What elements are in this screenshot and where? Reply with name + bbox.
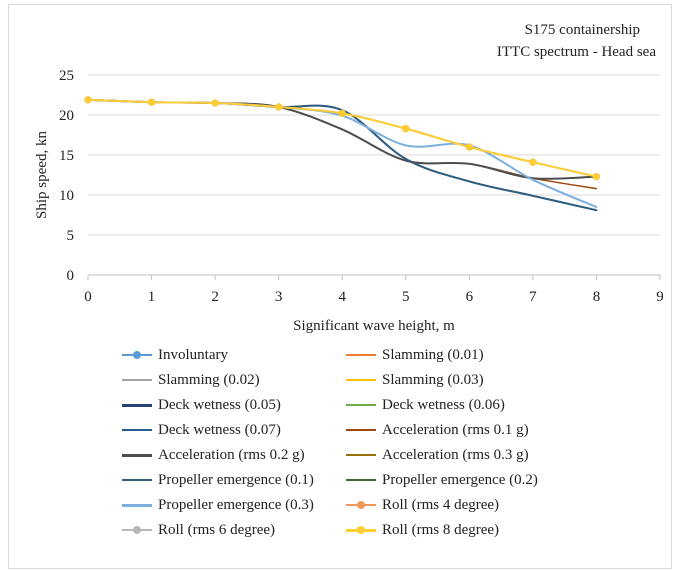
legend-label: Slamming (0.02) [158, 371, 260, 388]
legend-label: Deck wetness (0.05) [158, 396, 281, 413]
data-point-roll-rms-8-degree [275, 103, 283, 111]
legend-label: Propeller emergence (0.3) [158, 496, 314, 513]
data-point-roll-rms-8-degree [211, 99, 219, 107]
y-tick-label: 5 [67, 228, 75, 244]
data-point-roll-rms-8-degree [465, 143, 473, 151]
legend-item-roll-rms-6-degree: Roll (rms 6 degree) [122, 519, 275, 541]
legend-swatch [122, 525, 152, 535]
legend-swatch [346, 350, 376, 360]
x-axis-label: Significant wave height, m [293, 318, 455, 334]
data-point-roll-rms-8-degree [592, 173, 601, 181]
legend-swatch [346, 400, 376, 410]
legend-label: Deck wetness (0.07) [158, 421, 281, 438]
legend-swatch [122, 350, 152, 360]
data-point-roll-rms-8-degree [147, 98, 156, 106]
legend-swatch [346, 500, 376, 510]
y-tick-label: 0 [67, 268, 75, 284]
axes: 0 5 10 15 20 25 0 1 2 3 4 5 6 7 8 9 [59, 68, 664, 305]
x-tick-label: 7 [529, 289, 537, 305]
legend-swatch [122, 500, 152, 510]
data-point-roll-rms-8-degree [84, 96, 92, 104]
legend-item-propeller-emergence-0-2: Propeller emergence (0.2) [346, 469, 538, 491]
legend-label: Roll (rms 6 degree) [158, 521, 276, 538]
legend-label: Acceleration (rms 0.2 g) [158, 446, 305, 463]
legend-item-slamming-0-01: Slamming (0.01) [346, 344, 484, 366]
legend-swatch [346, 475, 376, 485]
legend-label: Propeller emergence (0.1) [158, 471, 314, 488]
legend-item-slamming-0-02: Slamming (0.02) [122, 369, 260, 391]
data-point-roll-rms-8-degree [402, 125, 410, 133]
legend-label: Propeller emergence (0.2) [382, 471, 538, 488]
legend-swatch [122, 475, 152, 485]
x-tick-label: 8 [593, 289, 601, 305]
legend-swatch [122, 450, 152, 460]
x-tick-label: 6 [466, 289, 474, 305]
legend-swatch [122, 375, 152, 385]
legend-item-acceleration-rms-0-3-g: Acceleration (rms 0.3 g) [346, 444, 529, 466]
legend-label: Involuntary [158, 346, 228, 363]
chart-subtitle: ITTC spectrum - Head sea [497, 44, 656, 60]
legend-item-roll-rms-8-degree: Roll (rms 8 degree) [346, 519, 499, 541]
series-line-roll-rms-8-degree [87, 98, 598, 178]
y-tick-label: 20 [59, 108, 74, 124]
data-point-roll-rms-8-degree [338, 109, 346, 117]
x-tick-label: 4 [338, 289, 346, 305]
legend-item-acceleration-rms-0-1-g: Acceleration (rms 0.1 g) [346, 419, 529, 441]
y-tick-label: 25 [59, 68, 74, 84]
legend-swatch [122, 400, 152, 410]
legend-swatch [346, 450, 376, 460]
series-lines [84, 96, 601, 212]
legend-item-involuntary: Involuntary [122, 344, 228, 366]
x-tick-label: 3 [275, 289, 283, 305]
chart-frame [8, 4, 672, 569]
legend-item-propeller-emergence-0-3: Propeller emergence (0.3) [122, 494, 314, 516]
x-tick-label: 1 [148, 289, 156, 305]
x-tick-label: 9 [656, 289, 664, 305]
legend-item-deck-wetness-0-06: Deck wetness (0.06) [346, 394, 505, 416]
x-tick-label: 2 [211, 289, 219, 305]
x-tick-label: 0 [84, 289, 92, 305]
legend-swatch [346, 375, 376, 385]
legend-label: Acceleration (rms 0.1 g) [382, 421, 529, 438]
legend-item-deck-wetness-0-05: Deck wetness (0.05) [122, 394, 281, 416]
legend-item-propeller-emergence-0-1: Propeller emergence (0.1) [122, 469, 314, 491]
data-point-roll-rms-8-degree [529, 158, 537, 166]
legend-label: Roll (rms 8 degree) [382, 521, 500, 538]
legend-item-slamming-0-03: Slamming (0.03) [346, 369, 484, 391]
y-tick-label: 15 [59, 148, 74, 164]
legend-label: Slamming (0.01) [382, 346, 484, 363]
gridlines [88, 74, 660, 236]
legend-item-acceleration-rms-0-2-g: Acceleration (rms 0.2 g) [122, 444, 305, 466]
y-tick-label: 10 [59, 188, 74, 204]
legend-label: Acceleration (rms 0.3 g) [382, 446, 529, 463]
x-tick-label: 5 [402, 289, 410, 305]
y-axis-label: Ship speed, kn [34, 131, 50, 219]
chart-title: S175 containership [525, 22, 640, 38]
legend-label: Deck wetness (0.06) [382, 396, 505, 413]
legend-swatch [346, 425, 376, 435]
legend-item-roll-rms-4-degree: Roll (rms 4 degree) [346, 494, 499, 516]
legend-label: Slamming (0.03) [382, 371, 484, 388]
legend-item-deck-wetness-0-07: Deck wetness (0.07) [122, 419, 281, 441]
legend-label: Roll (rms 4 degree) [382, 496, 500, 513]
legend-swatch [346, 525, 376, 535]
legend-swatch [122, 425, 152, 435]
